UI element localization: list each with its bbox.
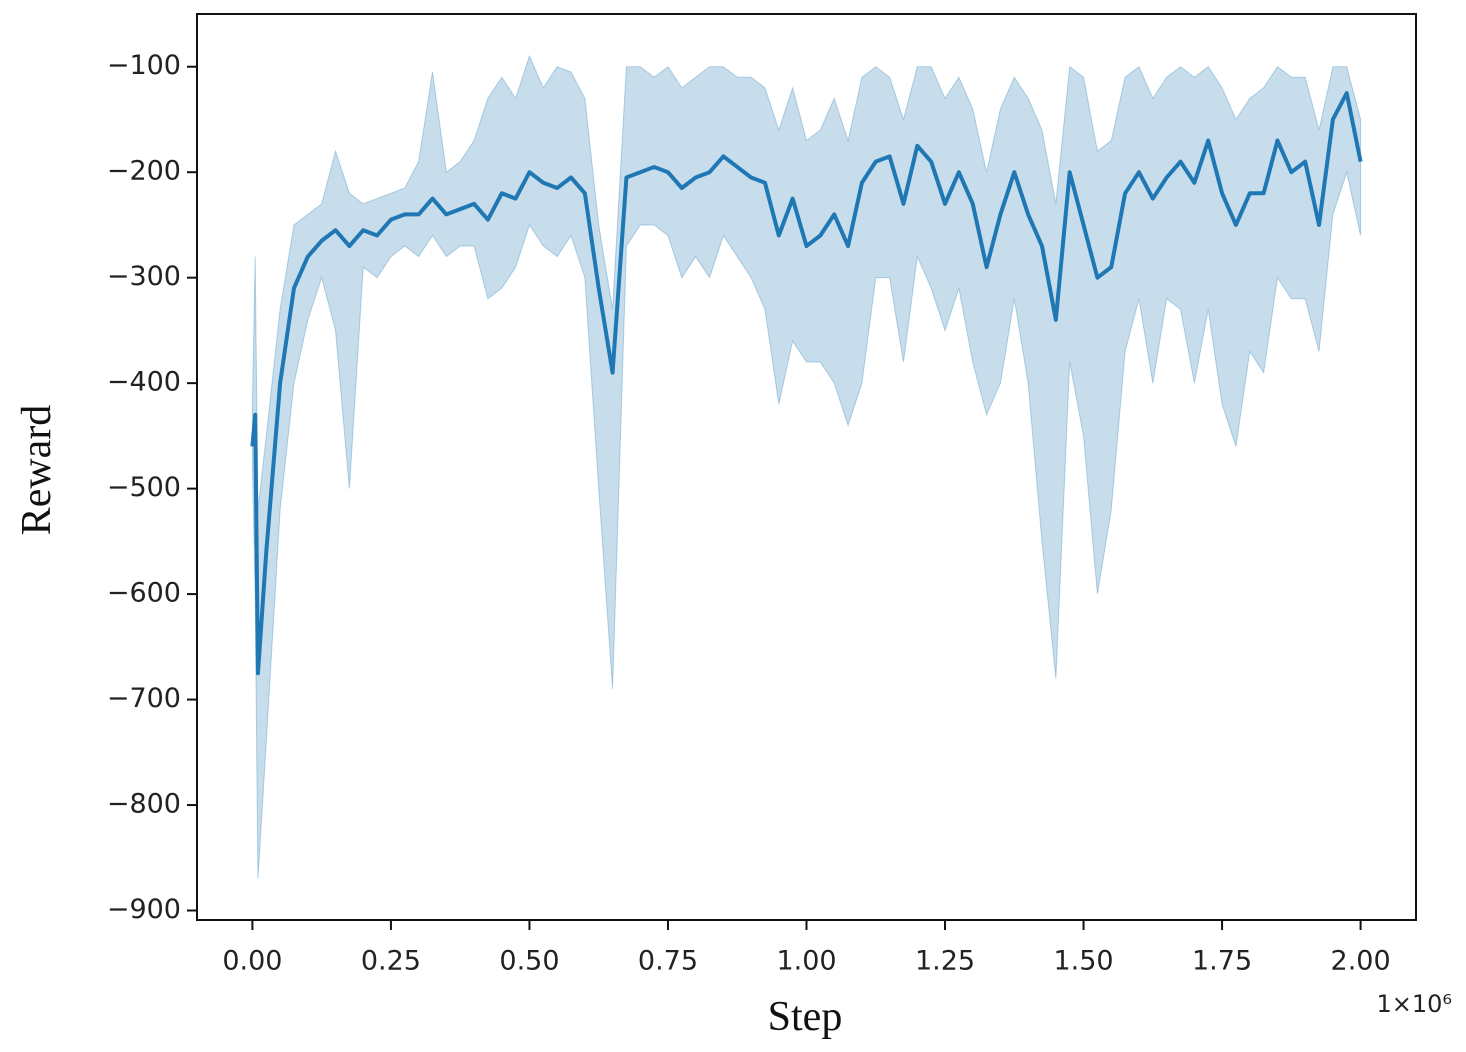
- x-tick-label: 0.25: [361, 946, 421, 977]
- y-tick-label: −100: [107, 50, 181, 81]
- x-tick-label: 0.00: [222, 946, 282, 977]
- y-tick-label: −900: [107, 894, 181, 925]
- y-tick-label: −800: [107, 789, 181, 820]
- x-tick-label: 0.50: [499, 946, 559, 977]
- x-offset-label: 1×10⁶: [1376, 990, 1452, 1018]
- y-tick-label: −500: [107, 472, 181, 503]
- mean-line: [250, 91, 1363, 676]
- x-tick-label: 1.00: [776, 946, 836, 977]
- confidence-band: [251, 54, 1362, 879]
- x-tick-label: 0.75: [638, 946, 698, 977]
- y-tick-label: −700: [107, 683, 181, 714]
- x-tick-label: 1.50: [1053, 946, 1113, 977]
- y-tick-label: −200: [107, 156, 181, 187]
- x-axis-label: Step: [768, 994, 843, 1040]
- y-axis-label: Reward: [14, 405, 60, 536]
- y-tick-label: −400: [107, 367, 181, 398]
- x-tick-label: 1.75: [1192, 946, 1252, 977]
- y-tick-label: −300: [107, 261, 181, 292]
- x-tick-label: 1.25: [915, 946, 975, 977]
- x-tick-label: 2.00: [1331, 946, 1391, 977]
- y-tick-label: −600: [107, 578, 181, 609]
